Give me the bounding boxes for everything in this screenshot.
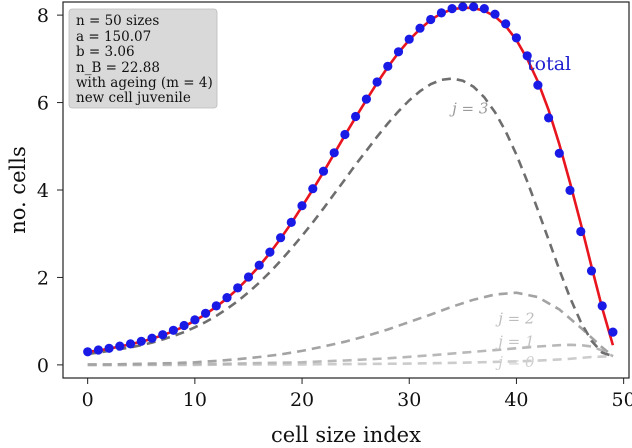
x-tick-label: 10	[183, 389, 207, 411]
curve-j3	[87, 77, 614, 358]
y-tick-label: 2	[37, 267, 49, 289]
data-point	[458, 2, 468, 12]
data-point	[404, 34, 414, 44]
data-point	[329, 148, 339, 158]
data-point	[372, 77, 382, 87]
x-tick-label: 0	[82, 389, 94, 411]
curve-j2	[87, 291, 614, 366]
data-point	[318, 166, 329, 176]
x-axis-ticks: 0 10 20 30 40 50	[82, 378, 632, 411]
data-point	[586, 266, 597, 276]
data-point	[415, 23, 425, 33]
data-point	[522, 51, 532, 61]
data-point	[265, 247, 275, 257]
points-layer	[83, 2, 618, 357]
data-point	[351, 111, 361, 122]
y-tick-label: 6	[37, 93, 49, 115]
info-box: n = 50 sizes a = 150.07 b = 3.06 n_B = 2…	[68, 8, 218, 109]
curve-label: j = 1	[495, 333, 534, 351]
data-point	[383, 61, 393, 71]
x-tick-label: 40	[504, 389, 528, 411]
info-line-ageing: with ageing (m = 4)	[76, 75, 213, 91]
data-point	[297, 201, 307, 211]
y-tick-label: 4	[37, 180, 49, 202]
info-line-a: a = 150.07	[76, 29, 151, 45]
curve-label: j = 0	[495, 353, 535, 371]
data-point	[190, 315, 200, 325]
x-tick-label: 20	[290, 389, 314, 411]
data-point	[104, 343, 114, 353]
x-axis-label: cell size index	[271, 423, 421, 447]
data-point	[276, 233, 286, 243]
curve-label: j = 3	[449, 100, 488, 118]
data-point	[447, 4, 457, 14]
data-point	[211, 301, 221, 311]
data-point	[393, 47, 404, 57]
data-point	[597, 301, 607, 311]
data-point	[179, 320, 189, 331]
data-point	[565, 185, 575, 195]
data-point	[511, 33, 521, 43]
x-tick-label: 30	[397, 389, 421, 411]
data-point	[136, 336, 146, 346]
data-point	[254, 260, 264, 270]
info-line-nb: n_B = 22.88	[76, 60, 160, 76]
data-point	[340, 129, 350, 140]
data-point	[286, 217, 296, 227]
data-point	[479, 4, 489, 14]
data-point	[361, 94, 371, 104]
data-point	[222, 293, 232, 303]
y-axis-ticks: 0 2 4 6 8	[37, 5, 63, 377]
data-point	[533, 80, 543, 90]
info-line-n: n = 50 sizes	[76, 13, 159, 29]
x-tick-label: 50	[612, 389, 632, 411]
data-point	[233, 283, 243, 293]
y-tick-label: 8	[37, 5, 49, 27]
data-point	[469, 2, 479, 12]
info-line-b: b = 3.06	[76, 44, 135, 60]
data-point	[93, 345, 103, 355]
data-point	[158, 330, 168, 340]
info-box-background	[68, 8, 218, 109]
data-point	[608, 327, 618, 337]
data-point	[436, 8, 446, 18]
data-point	[243, 272, 254, 282]
y-tick-label: 0	[37, 355, 49, 377]
data-point	[490, 9, 500, 19]
curve-label: j = 2	[495, 309, 534, 327]
data-point	[554, 148, 564, 158]
data-point	[115, 341, 125, 351]
data-point	[147, 333, 157, 343]
curve-labels-layer: j = 3 j = 2 j = 1 j = 0	[449, 100, 535, 372]
data-point	[501, 19, 511, 29]
data-point	[426, 14, 436, 25]
data-point	[83, 347, 93, 357]
total-label: total	[527, 53, 571, 75]
curve-j1	[87, 343, 614, 367]
data-point	[308, 184, 318, 194]
data-point	[576, 226, 586, 237]
data-point	[201, 308, 211, 318]
y-axis-label: no. cells	[6, 146, 30, 234]
data-point	[544, 113, 554, 123]
info-line-juvenile: new cell juvenile	[76, 90, 191, 106]
data-point	[125, 339, 136, 349]
data-point	[168, 325, 178, 335]
